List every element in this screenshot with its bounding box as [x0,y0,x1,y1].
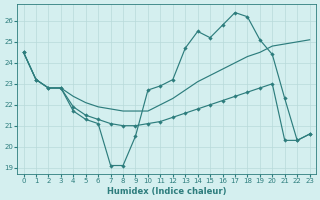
X-axis label: Humidex (Indice chaleur): Humidex (Indice chaleur) [107,187,226,196]
